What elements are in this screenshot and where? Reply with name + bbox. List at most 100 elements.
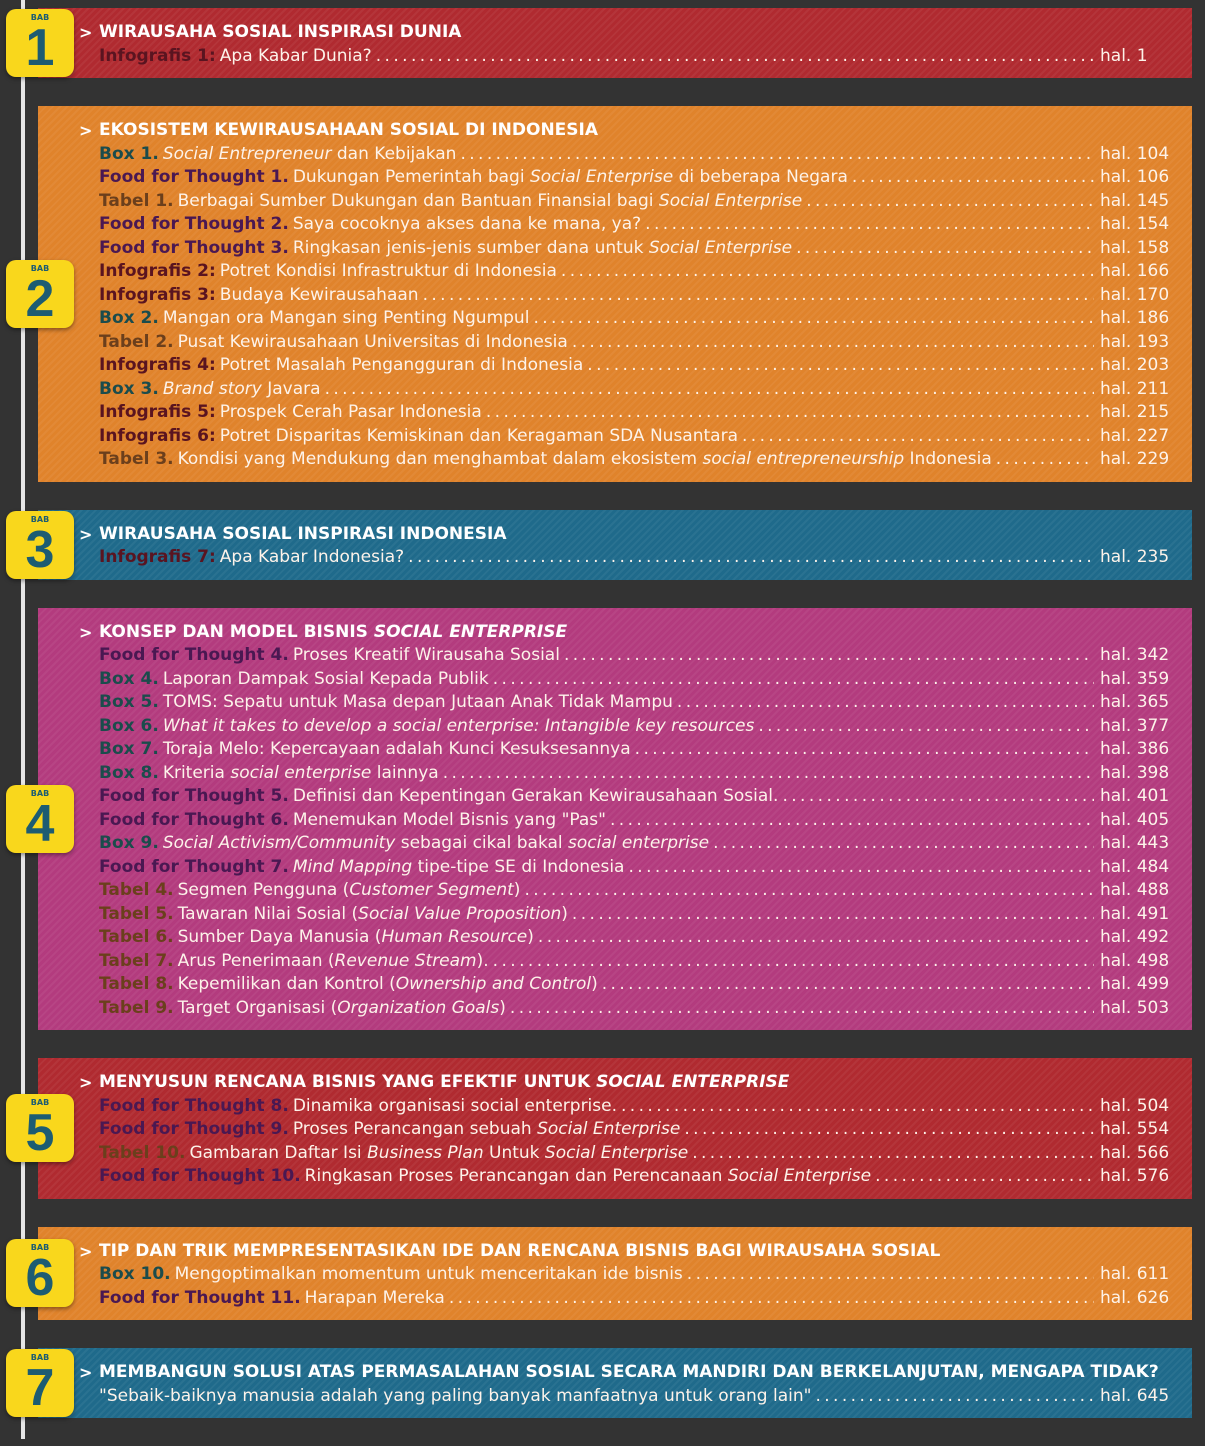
toc-entry[interactable]: Food for Thought 7. Mind Mapping tipe-tip…	[99, 856, 1169, 880]
entry-label: Tabel 8.	[99, 974, 174, 994]
toc-entry[interactable]: Food for Thought 6. Menemukan Model Bisni…	[99, 809, 1169, 833]
page-number: hal. 215	[1100, 402, 1170, 422]
toc-entry[interactable]: Infografis 1:Apa Kabar Dunia? hal. 1	[99, 45, 1166, 69]
toc-entry[interactable]: Food for Thought 3. Ringkasan jenis-jenis…	[99, 237, 1169, 261]
dot-leader	[493, 950, 1094, 974]
title-part: Pusat Kewirausahaan Universitas di Indon…	[177, 331, 568, 352]
chapter-number: 5	[25, 1104, 55, 1163]
dot-leader	[796, 237, 1094, 261]
toc-entry[interactable]: Infografis 5: Prospek Cerah Pasar Indones…	[99, 401, 1170, 425]
chapter-badge: BAB 3	[6, 510, 74, 579]
toc-entry[interactable]: Box 7. Toraja Melo: Kepercayaan adalah Ku…	[99, 738, 1169, 762]
toc-entry[interactable]: Box 8. Kriteria social enterprise lainnya…	[99, 762, 1169, 786]
toc-entry[interactable]: Tabel 3. Kondisi yang Mendukung dan mengh…	[99, 448, 1169, 472]
badge-label: BAB	[30, 263, 50, 273]
entry-title: Mind Mapping tipe-tipe SE di Indonesia	[293, 856, 625, 880]
toc-entry[interactable]: Tabel 9. Target Organisasi (Organization …	[99, 997, 1169, 1021]
toc-entry[interactable]: Food for Thought 10. Ringkasan Proses Per…	[99, 1165, 1169, 1189]
chapter-badge: BAB 6	[6, 1239, 74, 1308]
entry-label: Box 2.	[99, 308, 159, 328]
title-part: Segmen Pengguna (	[177, 880, 350, 900]
entry-label: Infografis 2:	[99, 261, 216, 281]
toc-entry[interactable]: Tabel 8. Kepemilikan dan Kontrol (Ownersh…	[99, 973, 1169, 997]
page-number: hal. 365	[1100, 692, 1170, 712]
page-number: hal. 1	[1100, 45, 1148, 66]
toc-entry[interactable]: Box 10. Mengoptimalkan momentum untuk men…	[99, 1263, 1169, 1287]
title-part: MEMBANGUN SOLUSI ATAS PERMASALAHAN SOSIA…	[99, 1362, 1159, 1382]
toc-entry[interactable]: Tabel 6. Sumber Daya Manusia (Human Resou…	[99, 926, 1169, 950]
toc-entry[interactable]: Tabel 7. Arus Penerimaan (Revenue Stream)…	[99, 950, 1169, 974]
toc-entry[interactable]: Box 2. Mangan ora Mangan sing Penting Ngu…	[99, 307, 1169, 331]
title-part: Kepemilikan dan Kontrol (	[177, 974, 396, 994]
title-part: Indonesia	[904, 449, 992, 469]
chapter-badge: BAB 4	[6, 784, 74, 853]
chapter-title[interactable]: > EKOSISTEM KEWIRAUSAHAAN SOSIAL DI INDON…	[79, 119, 1166, 143]
page-number: hal. 342	[1100, 645, 1170, 665]
toc-entry[interactable]: Tabel 5. Tawaran Nilai Sosial (Social Val…	[99, 903, 1169, 927]
page-number: hal. 211	[1100, 378, 1170, 399]
title-part: MENYUSUN RENCANA BISNIS YANG EFEKTIF UNT…	[99, 1072, 597, 1092]
title-part: Human Resource	[381, 927, 528, 947]
chapter-title[interactable]: > MENYUSUN RENCANA BISNIS YANG EFEKTIF UN…	[79, 1071, 1166, 1095]
chevron-right-icon: >	[79, 1241, 93, 1261]
title-part: Gambaran Daftar Isi	[189, 1142, 368, 1163]
toc-entry[interactable]: Infografis 4: Potret Masalah Pengangguran…	[99, 354, 1169, 378]
toc-entry[interactable]: Food for Thought 4. Proses Kreatif Wiraus…	[99, 644, 1170, 668]
toc-entry[interactable]: Infografis 7:Apa Kabar Indonesia? hal. 23…	[99, 546, 1169, 570]
title-part: SOCIAL ENTERPRISE	[373, 621, 568, 642]
chapter-badge: BAB 2	[6, 259, 74, 328]
chapter-title[interactable]: > KONSEP DAN MODEL BISNIS SOCIAL ENTERPRI…	[79, 621, 1166, 645]
toc-entry[interactable]: "Sebaik-baiknya manusia adalah yang pali…	[99, 1385, 1169, 1409]
chapter-badge: BAB 5	[6, 1094, 74, 1163]
dot-leader	[493, 668, 1094, 692]
toc-entry[interactable]: Box 5. TOMS: Sepatu untuk Masa depan Juta…	[99, 691, 1170, 715]
toc-entry[interactable]: Food for Thought 1. Dukungan Pemerintah b…	[99, 166, 1169, 190]
title-part: Budaya Kewirausahaan	[219, 284, 419, 305]
chapter-title[interactable]: > WIRAUSAHA SOSIAL INSPIRASI INDONESIA	[79, 523, 1166, 547]
title-part: Kriteria	[162, 762, 231, 783]
title-part: social entrepreneurship	[702, 449, 905, 469]
entry-label: Food for Thought 2.	[99, 214, 289, 234]
title-part: Laporan Dampak Sosial Kepada Publik	[162, 668, 489, 689]
title-part: lainnya	[371, 762, 439, 783]
toc-entry[interactable]: Food for Thought 5. Definisi dan Kepentin…	[99, 785, 1169, 809]
title-part: Ringkasan jenis-jenis sumber dana untuk	[292, 237, 649, 258]
title-part: Dinamika organisasi social enterprise.	[292, 1095, 617, 1116]
entry-title: Pusat Kewirausahaan Universitas di Indon…	[178, 331, 568, 355]
toc-entry[interactable]: Box 3.Brand story Javara hal. 211	[99, 378, 1170, 402]
entry-label: Box 8.	[99, 762, 159, 783]
page-number: hal. 193	[1100, 331, 1170, 352]
toc-entry[interactable]: Box 1.Social Entrepreneur dan Kebijakan h…	[99, 143, 1169, 167]
title-part: Social Entrepreneur	[162, 143, 332, 164]
chapter-title[interactable]: > WIRAUSAHA SOSIAL INSPIRASI DUNIA	[79, 21, 1166, 45]
chapter-title[interactable]: > TIP DAN TRIK MEMPRESENTASIKAN IDE DAN R…	[79, 1240, 1166, 1264]
toc-entry[interactable]: Food for Thought 8. Dinamika organisasi s…	[99, 1095, 1169, 1119]
toc-entry[interactable]: Infografis 6: Potret Disparitas Kemiskina…	[99, 425, 1169, 449]
entry-title: What it takes to develop a social enterp…	[163, 715, 755, 739]
title-part: Customer Segment	[349, 880, 514, 900]
toc-entry[interactable]: Tabel 10. Gambaran Daftar Isi Business Pl…	[99, 1142, 1169, 1166]
title-part: )	[499, 997, 506, 1018]
entry-title: Tawaran Nilai Sosial (Social Value Propo…	[178, 903, 568, 927]
toc-entry[interactable]: Infografis 3:Budaya Kewirausahaan hal. 17…	[99, 284, 1169, 308]
toc-entry[interactable]: Box 9. Social Activism/Community sebagai …	[99, 832, 1169, 856]
dot-leader	[443, 762, 1094, 786]
toc-entry[interactable]: Tabel 4. Segmen Pengguna (Customer Segmen…	[99, 879, 1169, 903]
toc-entry[interactable]: Tabel 2. Pusat Kewirausahaan Universitas …	[99, 331, 1170, 355]
entry-label: Food for Thought 4.	[99, 645, 289, 665]
toc-entry[interactable]: Tabel 1. Berbagai Sumber Dukungan dan Ban…	[99, 190, 1169, 214]
chapter-title[interactable]: > MEMBANGUN SOLUSI ATAS PERMASALAHAN SOSI…	[79, 1361, 1166, 1385]
title-part: TOMS: Sepatu untuk Masa depan Jutaan Ana…	[162, 692, 673, 712]
entry-title: Mangan ora Mangan sing Penting Ngumpul	[163, 307, 530, 331]
dot-leader	[677, 691, 1094, 715]
toc-entry[interactable]: Food for Thought 2. Saya cocoknya akses d…	[99, 213, 1169, 237]
entry-title: TOMS: Sepatu untuk Masa depan Jutaan Ana…	[163, 691, 673, 715]
title-part: Mengoptimalkan momentum untuk menceritak…	[174, 1264, 683, 1284]
toc-entry[interactable]: Box 6. What it takes to develop a social …	[99, 715, 1169, 739]
toc-entry[interactable]: Box 4. Laporan Dampak Sosial Kepada Publi…	[99, 668, 1169, 692]
title-part: Prospek Cerah Pasar Indonesia	[219, 402, 482, 422]
toc-entry[interactable]: Food for Thought 11. Harapan Mereka hal. …	[99, 1287, 1169, 1311]
badge-label: BAB	[30, 788, 50, 798]
toc-entry[interactable]: Food for Thought 9. Proses Perancangan se…	[99, 1118, 1169, 1142]
toc-entry[interactable]: Infografis 2: Potret Kondisi Infrastruktu…	[99, 260, 1169, 284]
